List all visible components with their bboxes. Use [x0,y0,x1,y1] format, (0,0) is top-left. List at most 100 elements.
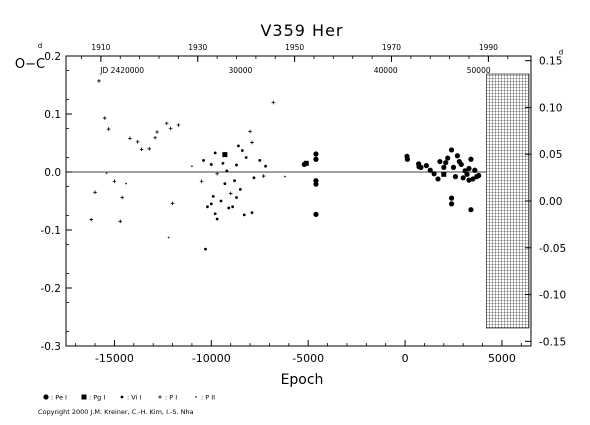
data-point-pi [153,135,157,140]
data-point-pe [448,195,455,201]
data-point-pe [476,172,482,179]
data-point-pi [261,174,266,178]
y-axis-label: O−C [15,57,45,72]
top-year-label: 1970 [382,43,401,52]
data-point-pii [167,236,170,239]
data-point-pe [431,171,437,177]
data-point-vi [235,196,238,199]
y-right-tick-label: -0.05 [539,243,566,255]
data-point-vi [206,205,209,209]
x-tick-label: -10000 [192,352,231,365]
data-point-pi [155,130,159,134]
data-point-pi [228,191,233,196]
data-point-vi [215,217,219,221]
data-point-pe [404,156,410,162]
y-tick-label: -0.3 [41,341,62,353]
y-tick-label: 0.1 [44,109,61,121]
top-year-label: 1950 [285,43,304,52]
data-point-vi [209,163,213,166]
data-point-pi [135,140,140,144]
data-point-pg [441,171,447,177]
data-point-vi [242,213,246,217]
data-point-pi [102,116,107,120]
data-point-pi [118,219,123,224]
top-year-label: 1990 [479,43,498,52]
legend-symbol-pi [158,395,162,399]
data-point-vi [202,159,205,162]
hatched-region [486,73,530,329]
data-point-pi [199,179,204,184]
legend-label: : P II [201,394,215,402]
data-point-pe [423,163,429,169]
data-point-pe [472,167,478,173]
data-point-vi [235,163,238,167]
data-point-pii [105,172,108,175]
chart-legend: : Pe I: Pg I: Vi I: P I: P II [43,394,215,402]
data-point-pi [170,201,175,206]
data-point-pe [468,156,474,162]
y-right-tick-label: 0.10 [539,102,562,114]
y-tick-label: -0.1 [41,225,62,237]
data-point-pi [248,129,252,134]
data-point-vi [223,182,227,186]
data-point-pi [89,217,93,222]
data-point-vi [244,156,248,159]
data-point-pe [313,181,319,187]
chart-title: V359 Her [260,21,343,40]
data-point-pe [313,151,319,157]
data-point-pe [448,147,455,153]
data-point-vi [213,212,217,216]
data-point-pii [190,165,193,168]
data-point-vi [240,149,244,152]
y-right-unit: d [559,49,563,57]
data-point-pg [303,160,309,166]
legend-label: : Vi I [127,394,141,402]
x-tick-label: -5000 [292,352,324,365]
data-point-pe [448,201,455,207]
data-point-pe [313,211,319,217]
data-point-pe [452,174,459,180]
data-point-vi [237,144,240,148]
data-point-pi [250,140,254,145]
chart-marks: -15000 -10000 -5000 0 5000 -0.3 -0.2 -0.1 0.0 0.1… [38,42,566,365]
copyright-text: Copyright 2000 J.M. Kreiner, C.-H. Kim, … [38,408,194,416]
data-point-vi [264,164,267,168]
data-point-pe [460,175,466,181]
data-point-vi [209,202,213,206]
jd-label: 30000 [228,66,252,75]
legend-label: : Pg I [89,394,105,402]
data-point-vi [221,161,225,165]
data-point-pe [458,161,464,168]
data-point-vi [225,169,229,173]
data-point-pe [450,164,457,170]
data-point-vi [211,194,215,198]
data-point-pe [443,160,449,166]
y-right-tick-label: 0.15 [539,56,562,68]
data-point-pe [437,158,443,165]
data-point-vi [250,211,254,215]
data-point-pi [106,127,111,131]
y-tick-label: -0.2 [41,283,62,295]
y-tick-label: 0.2 [44,51,61,63]
data-point-pii [283,175,286,178]
data-point-pi [168,126,173,131]
data-point-pi [93,190,97,195]
data-point-pe [454,153,460,159]
data-point-vi [231,205,235,209]
data-point-pg [222,152,228,158]
data-point-pe [441,164,447,170]
legend-symbol-pe [43,394,49,400]
data-point-pe [427,167,433,173]
jd-label: JD 2420000 [99,66,144,75]
data-point-pi [139,147,144,152]
data-point-pe [466,177,472,183]
y-tick-label: 0.0 [44,167,61,179]
legend-symbol-vi [120,395,124,399]
data-point-pe [468,207,474,213]
x-tick-label: 5000 [488,352,516,365]
data-point-vi [204,247,207,251]
legend-symbol-pg [81,394,87,400]
jd-label: 40000 [374,66,398,75]
data-point-pi [120,195,124,200]
data-point-vi [252,176,256,180]
